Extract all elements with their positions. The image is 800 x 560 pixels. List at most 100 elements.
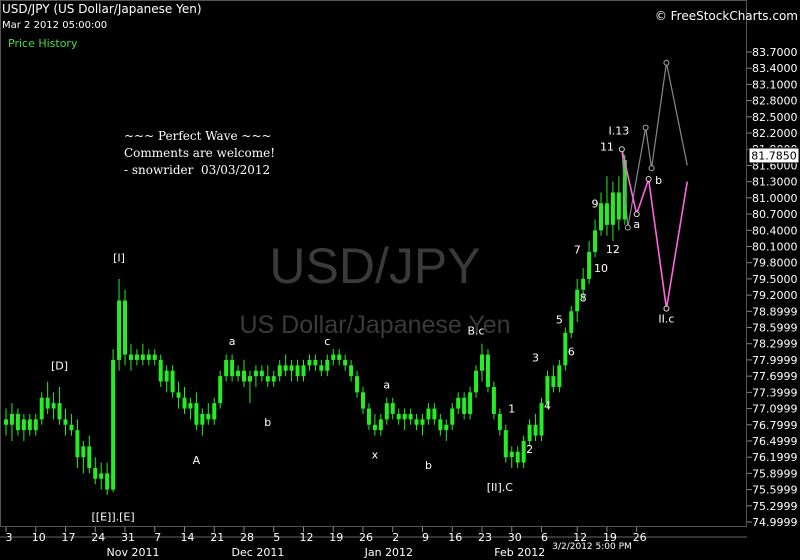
candle [128, 343, 133, 371]
candle [450, 403, 455, 431]
price-history-label[interactable]: Price History [8, 37, 78, 50]
y-tick-label: 77.0999 [752, 403, 798, 416]
candle [587, 241, 592, 285]
candle [521, 435, 526, 468]
candle [259, 365, 264, 382]
candle [349, 359, 354, 382]
candle-body [87, 446, 92, 468]
y-tick-label: 83.1000 [752, 78, 798, 91]
candle [200, 408, 205, 436]
wave-label: b [425, 459, 432, 472]
candle-body [242, 370, 246, 382]
candle-body [462, 397, 467, 414]
candle-body [259, 370, 264, 377]
month-label: Feb 2012 [494, 546, 545, 559]
candle [432, 403, 437, 425]
candle-body [21, 419, 26, 431]
candle [9, 403, 14, 441]
candle-body [408, 413, 413, 420]
candle-body [9, 413, 14, 425]
candle-body [247, 376, 252, 382]
wave-label: 11 [600, 141, 614, 154]
y-tick-label: 79.8000 [752, 257, 798, 270]
candle-body [206, 413, 211, 420]
candle [301, 359, 306, 382]
x-tick-label: 19 [329, 531, 343, 544]
candle-body [93, 467, 98, 479]
projection-pink-point [633, 211, 640, 218]
y-tick-label: 80.4000 [752, 224, 798, 237]
candle [194, 392, 199, 431]
comment-line-3: - snowrider 03/03/2012 [124, 163, 271, 177]
y-tick-label: 75.5999 [752, 484, 798, 497]
x-tick-label: 30 [508, 531, 522, 544]
y-tick-label: 82.8000 [752, 95, 798, 108]
candle-body [45, 397, 50, 409]
candle-body [152, 354, 157, 360]
candle [563, 327, 568, 371]
candle [117, 278, 122, 371]
candle [331, 349, 336, 366]
candle-body [134, 354, 139, 360]
candle [343, 354, 348, 371]
y-tick-label: 75.8999 [752, 467, 798, 480]
candle-body [123, 300, 127, 355]
candle-body [176, 392, 181, 398]
candle [355, 370, 360, 398]
candle [378, 413, 383, 436]
candle [146, 349, 151, 366]
candle-body [4, 419, 8, 425]
candle-body [616, 192, 621, 220]
y-tick-label: 82.2000 [752, 127, 798, 140]
month-label: Nov 2011 [107, 546, 160, 559]
candle-body [200, 413, 205, 425]
x-axis: 3 10 17 24 31 7 14 21 28 5 12 19 26 2 9 16 23 30 6 12 19 26 No… [5, 527, 647, 559]
candle-body [527, 424, 532, 441]
candle [289, 359, 294, 382]
candle-body [188, 403, 193, 409]
candle [105, 462, 110, 495]
candle-body [117, 300, 122, 360]
wave-label: A [193, 454, 201, 467]
candle-body [15, 413, 20, 431]
x-tick-label: 3 [6, 531, 13, 544]
candle [533, 413, 538, 441]
x-tick-label: 28 [240, 531, 254, 544]
candle-body [378, 419, 383, 431]
projection-gray-point [663, 59, 670, 66]
candle-body [170, 370, 175, 393]
candle-body [604, 203, 609, 225]
candle-body [563, 332, 568, 366]
projections: a b II.c [618, 59, 689, 326]
x-tick-label: 2 [392, 531, 399, 544]
y-tick-label: 78.2999 [752, 338, 798, 351]
wave-label: x [372, 448, 379, 461]
candle-body [325, 359, 330, 371]
candle [39, 392, 44, 425]
projection-pink-point [645, 175, 652, 182]
candle [408, 408, 413, 425]
candle [295, 359, 300, 382]
candle-body [491, 386, 496, 414]
candle-body [521, 440, 526, 463]
candle [480, 343, 484, 382]
candle-body [587, 251, 592, 279]
y-tick-label: 76.4999 [752, 435, 798, 448]
candle [123, 289, 127, 366]
month-label: Dec 2011 [232, 546, 285, 559]
candle-body [277, 365, 282, 377]
candle [444, 419, 449, 441]
candle [63, 408, 68, 436]
candle-body [450, 408, 455, 425]
candle [4, 408, 8, 436]
candle-body [301, 365, 306, 377]
projection-pink-point [618, 146, 625, 153]
wave-label: [[E]].[E] [92, 510, 135, 523]
x-tick-label: 17 [62, 531, 76, 544]
candle-body [599, 203, 603, 231]
candle [170, 365, 175, 398]
candle [420, 413, 425, 436]
candle [569, 305, 574, 339]
candle-body [384, 403, 389, 420]
